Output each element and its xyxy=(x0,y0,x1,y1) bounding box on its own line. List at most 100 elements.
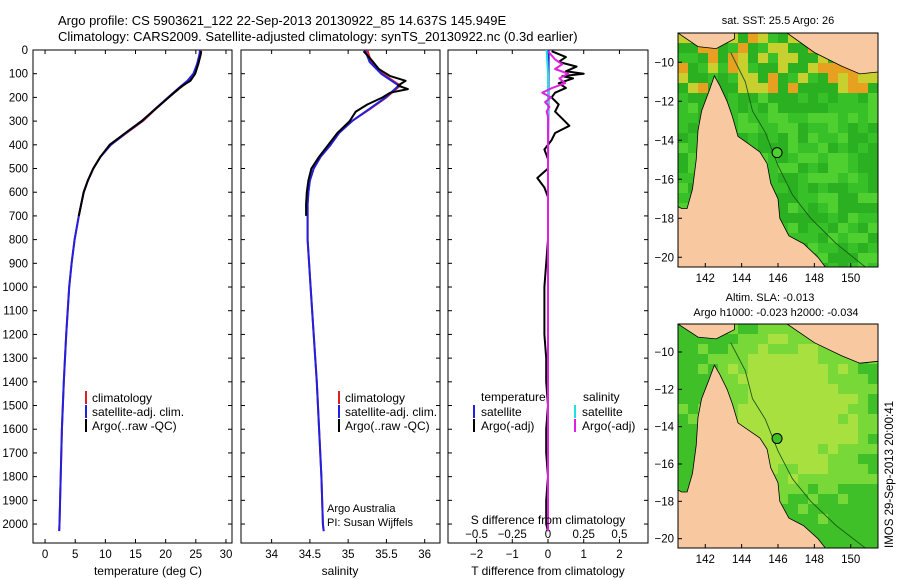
map-cell xyxy=(858,464,869,475)
map-cell xyxy=(738,63,749,74)
land xyxy=(786,324,878,364)
map-cell xyxy=(818,454,829,465)
map-cell xyxy=(818,123,829,134)
map-cell xyxy=(828,93,839,104)
map-cell xyxy=(828,73,839,84)
map-cell xyxy=(808,213,819,224)
map-cell xyxy=(778,143,789,154)
depth-tick-label: 600 xyxy=(9,187,28,199)
map-cell xyxy=(818,374,829,385)
map-cell xyxy=(868,263,878,267)
temperature-x-axis: 0 5 10 15 20 25 30 xyxy=(42,50,232,561)
map-cell xyxy=(778,364,789,375)
map-cell xyxy=(858,243,869,254)
map-cell xyxy=(698,364,709,375)
map-cell xyxy=(868,223,878,234)
map-cell xyxy=(798,414,809,425)
map-cell xyxy=(738,123,749,134)
depth-tick-label: 800 xyxy=(9,235,28,247)
map-cell xyxy=(728,63,739,74)
map-cell xyxy=(798,123,809,134)
map-cell xyxy=(708,334,719,345)
map-cell xyxy=(778,93,789,104)
map-x-tick-label: 150 xyxy=(841,273,860,285)
map-cell xyxy=(848,404,859,415)
map-cell xyxy=(768,334,779,345)
map-cell xyxy=(758,424,769,435)
header-line2: Climatology: CARS2009. Satellite-adjuste… xyxy=(58,29,578,44)
map-cell xyxy=(768,454,779,465)
map-cell xyxy=(788,414,799,425)
map-cell xyxy=(838,63,849,74)
map-cell xyxy=(788,404,799,415)
map-cell xyxy=(768,464,779,475)
map-cell xyxy=(848,544,859,548)
x-tick-label: 0 xyxy=(42,549,48,561)
depth-tick-label: 500 xyxy=(9,164,28,176)
depth-tick-label: 200 xyxy=(9,92,28,104)
map-cell xyxy=(858,93,869,104)
map-cell xyxy=(848,233,859,244)
map-cell xyxy=(838,83,849,94)
map-cell xyxy=(808,374,819,385)
map-cell xyxy=(728,83,739,94)
map-cell xyxy=(838,93,849,104)
map-cell xyxy=(788,223,799,234)
map-cell xyxy=(778,384,789,395)
map-sla-title: Altim. SLA: -0.013 xyxy=(726,292,815,304)
map-cell xyxy=(868,143,878,154)
map-cell xyxy=(848,253,859,264)
map-cell xyxy=(848,384,859,395)
map-cell xyxy=(838,524,849,535)
map-cell xyxy=(838,233,849,244)
map-cell xyxy=(798,193,809,204)
map-cell xyxy=(788,464,799,475)
map-cell xyxy=(868,153,878,164)
legend-label-climatology: climatology xyxy=(92,391,152,405)
map-cell xyxy=(758,374,769,385)
map-cell xyxy=(848,123,859,134)
map-cell xyxy=(858,133,869,144)
map-cell xyxy=(868,394,878,405)
map-cell xyxy=(808,354,819,365)
legend-label-satellite: satellite-adj. clim. xyxy=(92,405,184,419)
map-cell xyxy=(808,133,819,144)
map-cell xyxy=(778,394,789,405)
map-cell xyxy=(848,163,859,174)
map-cell xyxy=(688,163,699,174)
legend-label-t-satellite: satellite xyxy=(481,405,522,419)
map-cell xyxy=(688,334,699,345)
map-cell xyxy=(758,103,769,114)
map-cell xyxy=(828,163,839,174)
map-cell xyxy=(748,53,759,64)
map-cell xyxy=(698,73,709,84)
map-cell xyxy=(848,394,859,405)
map-cell xyxy=(798,93,809,104)
map-y-tick-label: −18 xyxy=(654,213,674,225)
map-cell xyxy=(818,484,829,495)
depth-tick-label: 1400 xyxy=(2,377,28,389)
map-cell xyxy=(858,73,869,84)
map-cell xyxy=(748,424,759,435)
map-cell xyxy=(858,444,869,455)
map-cell xyxy=(748,33,759,44)
map-cell xyxy=(818,163,829,174)
map-cell xyxy=(838,454,849,465)
depth-tick-label: 1500 xyxy=(2,401,28,413)
map-cell xyxy=(798,103,809,114)
map-cell xyxy=(818,344,829,355)
map-cell xyxy=(818,364,829,375)
map-cell xyxy=(828,153,839,164)
map-cell xyxy=(768,73,779,84)
map-cell xyxy=(808,163,819,174)
map-cell xyxy=(688,424,699,435)
map-cell xyxy=(828,494,839,505)
map-cell xyxy=(768,33,779,44)
map-cell xyxy=(748,354,759,365)
map-sst-title: sat. SST: 25.5 Argo: 26 xyxy=(722,15,835,27)
map-cell xyxy=(838,213,849,224)
argo-float-marker xyxy=(771,433,783,445)
map-cell xyxy=(868,183,878,194)
map-cell xyxy=(798,223,809,234)
